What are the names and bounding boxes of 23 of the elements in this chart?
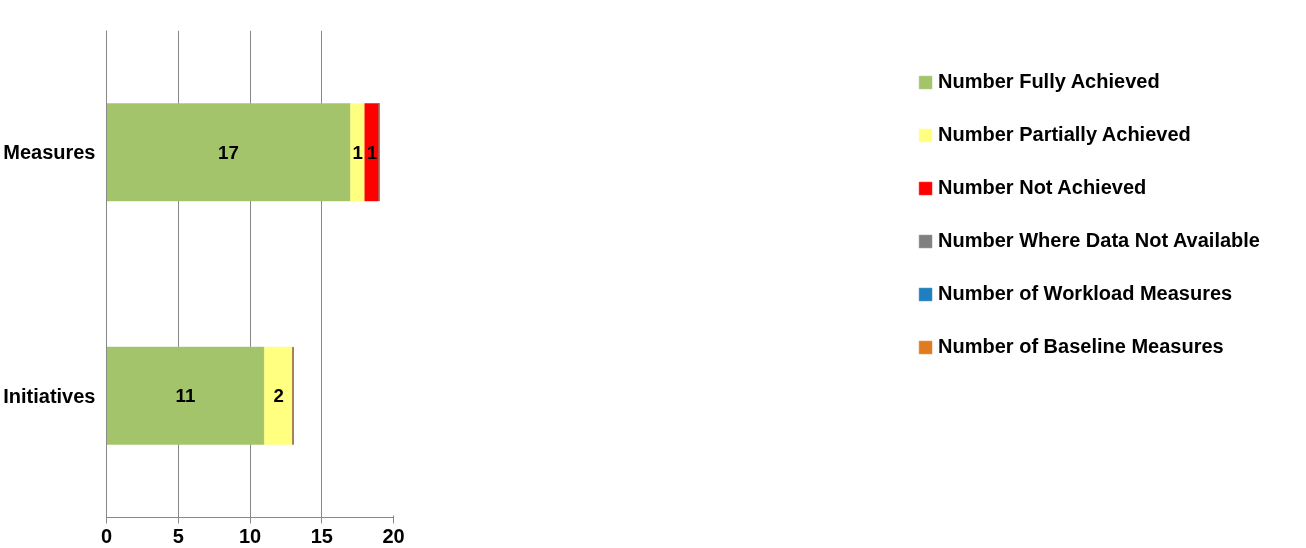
y-tick-label: Measures xyxy=(3,141,96,164)
legend-label: Number Where Data Not Available xyxy=(938,229,1260,252)
x-tick-label: 5 xyxy=(172,524,184,547)
x-tick-label: 20 xyxy=(382,524,405,547)
data-label: 2 xyxy=(273,385,284,407)
legend-label: Number Fully Achieved xyxy=(938,70,1160,93)
x-tick-label: 0 xyxy=(100,524,113,547)
legend-label: Number Partially Achieved xyxy=(938,123,1191,146)
data-label: 11 xyxy=(175,385,196,407)
data-label: 1 xyxy=(352,141,363,163)
bar xyxy=(364,103,380,202)
x-tick-label: 15 xyxy=(310,524,333,547)
bar xyxy=(350,103,366,202)
bar xyxy=(106,103,351,202)
bar xyxy=(106,346,265,445)
legend-label: Number Not Achieved xyxy=(938,176,1147,199)
bar xyxy=(264,346,294,445)
legend-label: Number of Baseline Measures xyxy=(938,335,1224,358)
x-tick-label: 10 xyxy=(238,524,262,547)
data-label: 17 xyxy=(218,141,239,163)
legend-label: Number of Workload Measures xyxy=(938,282,1233,305)
y-tick-label: Initiatives xyxy=(3,384,96,407)
data-label: 1 xyxy=(366,141,378,163)
